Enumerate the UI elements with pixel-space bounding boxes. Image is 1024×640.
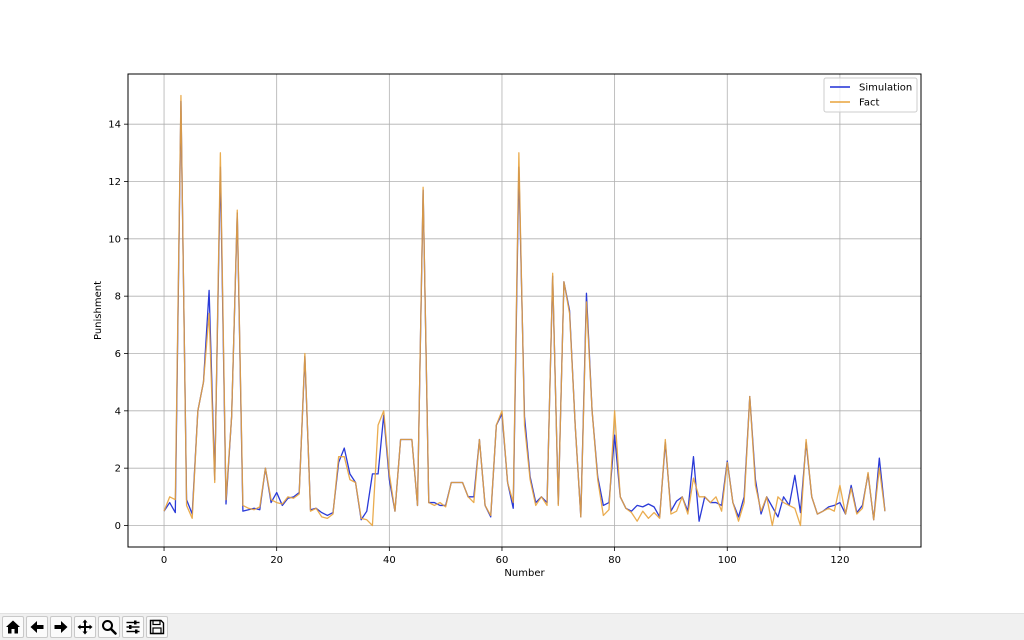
y-tick-label: 6 [115, 349, 121, 360]
arrow-left-icon [30, 621, 44, 633]
figure-canvas: 0 20 40 60 80 100 120 0 2 4 6 8 10 12 14 Number Punish… [93, 73, 922, 579]
series-line-simulation [163, 100, 886, 522]
home-icon [6, 620, 20, 634]
back-button[interactable] [26, 616, 48, 638]
x-tick-label: 120 [830, 555, 849, 566]
plot-frame [127, 73, 922, 548]
x-tick-label: 40 [383, 555, 396, 566]
zoom-button[interactable] [98, 616, 120, 638]
line-chart: 0 20 40 60 80 100 120 0 2 4 6 8 10 12 14 Number Punish… [93, 73, 922, 579]
magnifier-icon [102, 620, 117, 635]
x-tick-label: 0 [161, 555, 167, 566]
save-button[interactable] [146, 616, 168, 638]
y-tick-label: 12 [108, 177, 121, 188]
x-tick-label: 60 [496, 555, 509, 566]
configure-subplots-button[interactable] [122, 616, 144, 638]
y-axis-label: Punishment [93, 281, 104, 340]
y-tick-label: 0 [115, 521, 121, 532]
legend: Simulation Fact [823, 77, 918, 113]
forward-button[interactable] [50, 616, 72, 638]
x-tick-label: 20 [270, 555, 283, 566]
legend-label-simulation: Simulation [859, 83, 912, 94]
y-tick-label: 8 [115, 292, 121, 303]
move-icon [77, 619, 93, 635]
navigation-toolbar [0, 613, 1024, 640]
grid [128, 74, 921, 547]
y-tick-label: 4 [115, 406, 121, 417]
series-line-fact [163, 94, 886, 527]
y-tick-label: 14 [108, 120, 121, 131]
x-tick-label: 100 [718, 555, 737, 566]
legend-label-fact: Fact [859, 98, 879, 109]
floppy-disk-icon [149, 619, 165, 635]
series-lines [163, 94, 886, 527]
x-axis-label: Number [504, 568, 545, 579]
axis-ticks: 0 20 40 60 80 100 120 0 2 4 6 8 10 12 14 [108, 120, 849, 566]
arrow-right-icon [54, 621, 68, 633]
x-tick-label: 80 [608, 555, 621, 566]
y-tick-label: 2 [115, 464, 121, 475]
home-button[interactable] [2, 616, 24, 638]
y-tick-label: 10 [108, 234, 121, 245]
sliders-icon [126, 620, 140, 634]
pan-button[interactable] [74, 616, 96, 638]
